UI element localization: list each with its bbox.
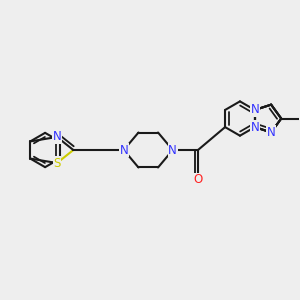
Text: N: N: [119, 143, 128, 157]
Text: N: N: [267, 126, 275, 139]
Text: N: N: [250, 103, 259, 116]
Text: O: O: [194, 173, 202, 186]
Text: N: N: [250, 121, 259, 134]
Text: S: S: [53, 157, 61, 169]
Text: N: N: [168, 143, 177, 157]
Text: N: N: [52, 130, 62, 143]
